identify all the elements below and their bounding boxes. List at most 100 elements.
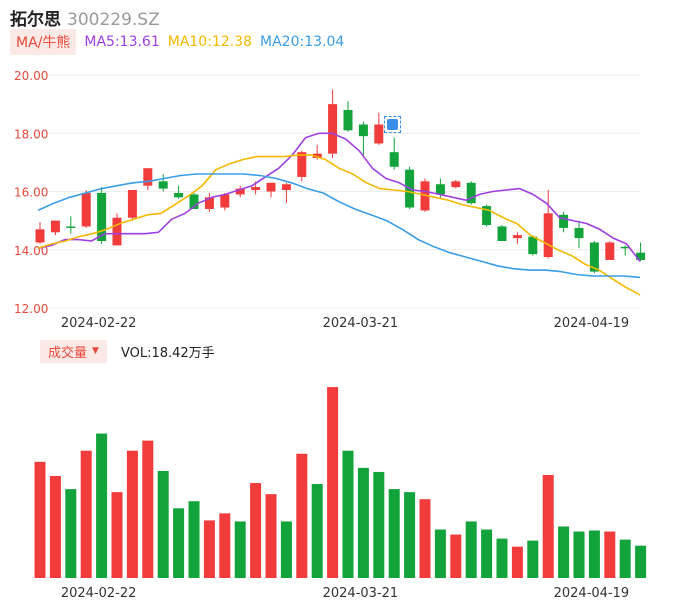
volume-bar bbox=[96, 433, 108, 578]
candle-body bbox=[482, 206, 492, 225]
candle-body bbox=[112, 217, 122, 246]
candle-body bbox=[97, 192, 107, 242]
volume-bar bbox=[188, 501, 200, 578]
caret-down-icon[interactable]: ▼ bbox=[92, 346, 99, 356]
volume-bar bbox=[404, 492, 416, 578]
candle-body bbox=[466, 182, 476, 204]
candle-body bbox=[543, 213, 553, 258]
volume-bar bbox=[280, 521, 292, 578]
candle-body bbox=[158, 181, 168, 189]
candle-body bbox=[81, 192, 91, 227]
candle-body bbox=[389, 152, 399, 167]
volume-bar bbox=[558, 526, 570, 578]
candle-body bbox=[297, 152, 307, 177]
candle-body bbox=[605, 242, 615, 260]
volume-legend: 成交量 ▼ VOL:18.42万手 bbox=[40, 339, 215, 363]
volume-bar bbox=[34, 461, 46, 578]
volume-x-tick-label: 2024-04-19 bbox=[554, 586, 630, 601]
volume-bar bbox=[496, 538, 508, 578]
volume-bar bbox=[111, 492, 123, 578]
volume-bar bbox=[573, 531, 585, 578]
x-tick-label: 2024-03-21 bbox=[323, 316, 399, 331]
volume-bar bbox=[265, 494, 277, 578]
volume-bar bbox=[311, 484, 323, 578]
ma-indicator-tab[interactable]: MA/牛熊 bbox=[10, 29, 77, 55]
volume-bar bbox=[219, 513, 231, 578]
volume-bar bbox=[327, 387, 339, 578]
volume-bar bbox=[250, 483, 262, 578]
candle-body bbox=[589, 242, 599, 272]
ma-legend: MA/牛熊 MA5:13.61 MA10:12.38 MA20:13.04 bbox=[10, 29, 345, 55]
volume-bar bbox=[142, 440, 154, 578]
volume-bar bbox=[419, 499, 431, 578]
volume-bar bbox=[450, 534, 462, 578]
volume-x-tick-label: 2024-03-21 bbox=[323, 586, 399, 601]
volume-bar bbox=[465, 521, 477, 578]
volume-bar bbox=[619, 539, 631, 578]
candle-body bbox=[266, 182, 276, 192]
crosshair-marker-icon[interactable] bbox=[384, 116, 401, 133]
volume-tab-label: 成交量 bbox=[48, 345, 88, 361]
candle-body bbox=[620, 246, 630, 249]
volume-bar bbox=[126, 450, 138, 578]
stock-header: 拓尔思 300229.SZ bbox=[10, 5, 160, 30]
candle-body bbox=[574, 227, 584, 239]
stock-code: 300229.SZ bbox=[67, 10, 160, 30]
y-tick-label: 18.00 bbox=[14, 127, 48, 141]
volume-bar bbox=[388, 489, 400, 578]
volume-bar bbox=[542, 474, 554, 578]
y-tick-label: 16.00 bbox=[14, 186, 48, 200]
candle-body bbox=[174, 192, 184, 198]
volume-bar bbox=[373, 471, 385, 578]
volume-bar bbox=[173, 508, 185, 578]
candle-body bbox=[559, 214, 569, 228]
volume-bar bbox=[234, 521, 246, 578]
candle-body bbox=[512, 235, 522, 239]
candle-body bbox=[251, 187, 261, 191]
volume-bar bbox=[604, 531, 616, 578]
volume-bar bbox=[80, 450, 92, 578]
volume-value: VOL:18.42万手 bbox=[120, 345, 215, 361]
x-tick-label: 2024-04-19 bbox=[554, 316, 630, 331]
candle-body bbox=[66, 226, 76, 228]
candle-body bbox=[235, 188, 245, 195]
candle-body bbox=[50, 220, 60, 233]
volume-bar bbox=[434, 529, 446, 578]
candle-body bbox=[343, 109, 353, 131]
volume-bar bbox=[511, 546, 523, 578]
x-tick-label: 2024-02-22 bbox=[61, 316, 137, 331]
volume-bar bbox=[65, 489, 77, 578]
volume-bar bbox=[357, 467, 369, 578]
candle-body bbox=[204, 197, 214, 209]
ma20-legend: MA20:13.04 bbox=[260, 34, 345, 50]
ma5-legend: MA5:13.61 bbox=[84, 34, 160, 50]
volume-bar bbox=[296, 453, 308, 578]
ma10-line bbox=[37, 154, 641, 296]
candle-body bbox=[328, 104, 338, 154]
ma10-legend: MA10:12.38 bbox=[167, 34, 253, 50]
candle-body bbox=[358, 124, 368, 137]
volume-bar bbox=[588, 530, 600, 578]
volume-bar bbox=[342, 450, 354, 578]
candle-body bbox=[312, 153, 322, 159]
candle-body bbox=[143, 168, 153, 186]
y-tick-label: 20.00 bbox=[14, 69, 48, 83]
ma20-line bbox=[37, 173, 641, 279]
volume-bar bbox=[49, 475, 61, 578]
candle-body bbox=[189, 194, 199, 209]
volume-indicator-tab[interactable]: 成交量 ▼ bbox=[40, 339, 107, 363]
volume-bar bbox=[635, 545, 647, 578]
ma5-line bbox=[37, 132, 641, 262]
volume-bar bbox=[203, 520, 215, 578]
volume-x-tick-label: 2024-02-22 bbox=[61, 586, 137, 601]
candle-body bbox=[374, 124, 384, 144]
candle-body bbox=[435, 184, 445, 195]
volume-bar bbox=[527, 540, 539, 578]
candle-body bbox=[281, 184, 291, 191]
candle-body bbox=[497, 226, 507, 242]
candle-body bbox=[220, 194, 230, 208]
volume-bar bbox=[157, 470, 169, 578]
stock-name: 拓尔思 bbox=[10, 10, 61, 30]
candle-body bbox=[451, 181, 461, 188]
